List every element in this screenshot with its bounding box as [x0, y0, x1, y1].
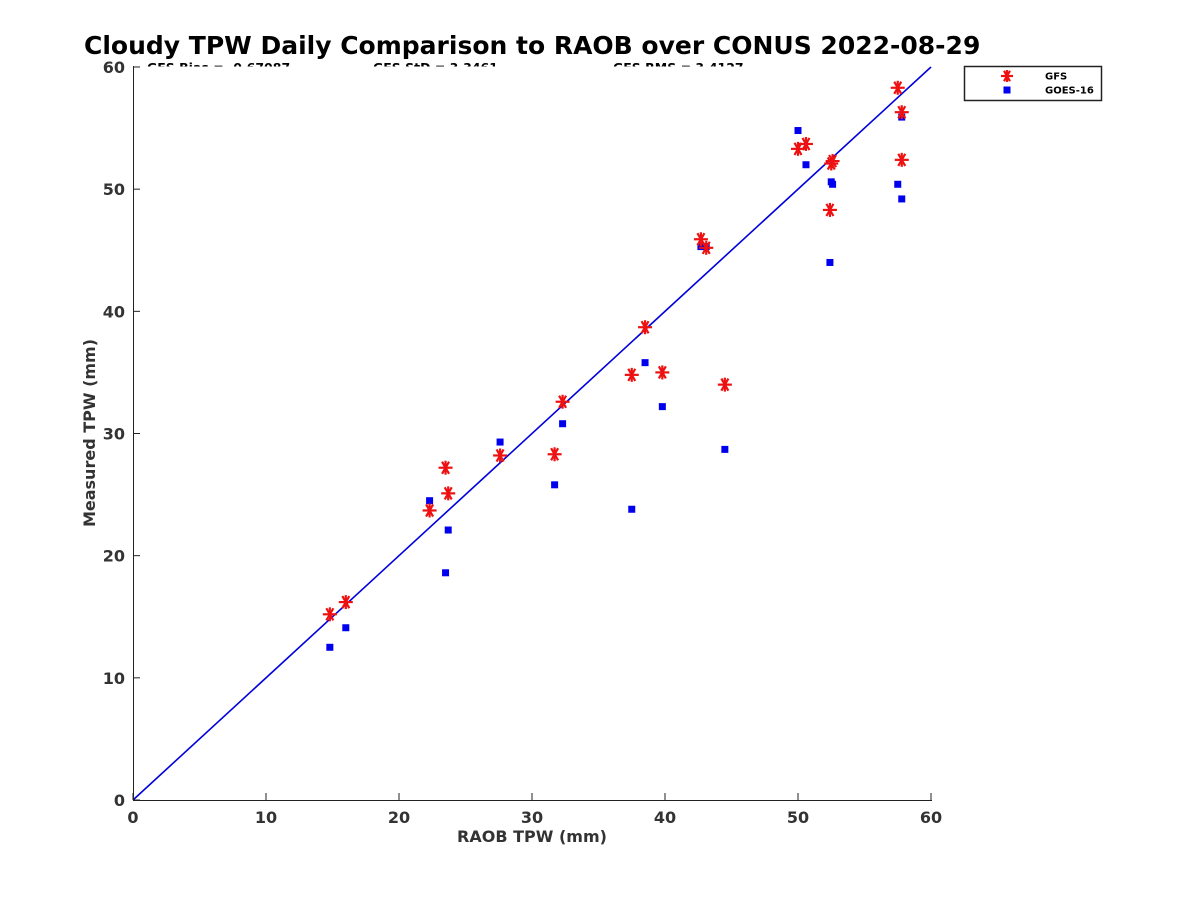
data-point-goes16 [829, 180, 837, 188]
data-point-goes16 [426, 497, 434, 505]
y-tick-label: 0 [114, 791, 125, 810]
legend: GFS GOES-16 [963, 65, 1103, 102]
data-point-goes16 [444, 526, 452, 534]
data-point-gfs [422, 503, 437, 518]
data-point-gfs [638, 320, 653, 335]
data-point-gfs [438, 460, 453, 475]
data-point-goes16 [794, 127, 802, 135]
x-tick-label: 0 [127, 808, 138, 827]
data-point-goes16 [551, 481, 559, 489]
legend-marker-goes16 [1003, 86, 1011, 94]
data-point-gfs [894, 152, 909, 167]
y-tick-label: 40 [103, 302, 125, 321]
x-tick-label: 50 [787, 808, 809, 827]
data-point-goes16 [326, 643, 334, 651]
data-point-goes16 [641, 359, 649, 367]
y-ticks: 0 10 20 30 40 50 60 [103, 58, 140, 810]
data-point-gfs [493, 448, 508, 463]
reference-line-layer [132, 66, 932, 801]
data-point-gfs [798, 136, 813, 151]
axes: 0 10 20 30 40 50 60 0 10 20 30 40 50 60 [103, 58, 942, 827]
legend-marker-gfs [1001, 70, 1013, 82]
x-tick-label: 20 [388, 808, 410, 827]
x-axis-label: RAOB TPW (mm) [457, 827, 607, 846]
y-tick-label: 60 [103, 58, 125, 77]
data-point-goes16 [802, 161, 810, 169]
data-point-goes16 [342, 624, 350, 632]
x-tick-label: 30 [521, 808, 543, 827]
legend-label: GFS [1045, 72, 1067, 83]
data-point-goes16 [898, 195, 906, 203]
data-point-gfs [717, 377, 732, 392]
data-point-gfs [890, 80, 905, 95]
data-point-goes16 [697, 243, 705, 251]
data-point-goes16 [496, 438, 504, 446]
series-gfs [322, 80, 909, 622]
data-point-goes16 [826, 258, 834, 266]
data-point-goes16 [628, 505, 636, 513]
x-ticks: 0 10 20 30 40 50 60 [127, 793, 942, 827]
data-point-gfs [699, 240, 714, 255]
data-marks [322, 80, 909, 651]
y-tick-label: 10 [103, 669, 125, 688]
data-point-gfs [338, 595, 353, 610]
x-tick-label: 10 [255, 808, 277, 827]
data-point-goes16 [442, 569, 450, 577]
data-point-gfs [655, 365, 670, 380]
data-point-goes16 [721, 445, 729, 453]
y-tick-label: 30 [103, 425, 125, 444]
data-point-gfs [825, 154, 840, 169]
data-point-gfs [822, 202, 837, 217]
data-point-gfs [441, 486, 456, 501]
data-point-gfs [894, 105, 909, 120]
data-point-gfs [555, 394, 570, 409]
data-point-goes16 [894, 180, 902, 188]
y-tick-label: 20 [103, 547, 125, 566]
data-point-gfs [322, 607, 337, 622]
data-point-goes16 [559, 420, 567, 428]
y-axis-label: Measured TPW (mm) [80, 339, 99, 527]
one-to-one-line [132, 66, 932, 801]
data-point-gfs [624, 367, 639, 382]
data-point-goes16 [658, 403, 666, 411]
x-tick-label: 60 [920, 808, 942, 827]
legend-box [963, 65, 1103, 102]
data-point-gfs [693, 232, 708, 247]
legend-label: GOES-16 [1045, 86, 1094, 97]
y-tick-label: 50 [103, 180, 125, 199]
x-tick-label: 40 [654, 808, 676, 827]
chart-title: Cloudy TPW Daily Comparison to RAOB over… [84, 31, 980, 60]
data-point-gfs [547, 447, 562, 462]
